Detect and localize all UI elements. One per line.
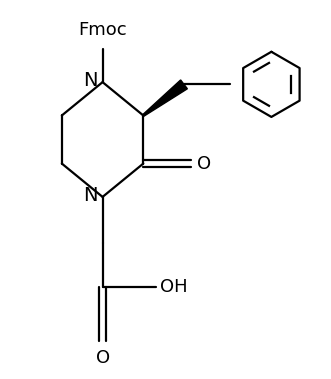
Text: O: O bbox=[197, 155, 211, 172]
Text: N: N bbox=[83, 71, 97, 90]
Text: O: O bbox=[96, 349, 110, 367]
Polygon shape bbox=[143, 80, 187, 116]
Text: N: N bbox=[83, 186, 97, 205]
Text: OH: OH bbox=[160, 278, 187, 296]
Text: Fmoc: Fmoc bbox=[78, 21, 127, 39]
